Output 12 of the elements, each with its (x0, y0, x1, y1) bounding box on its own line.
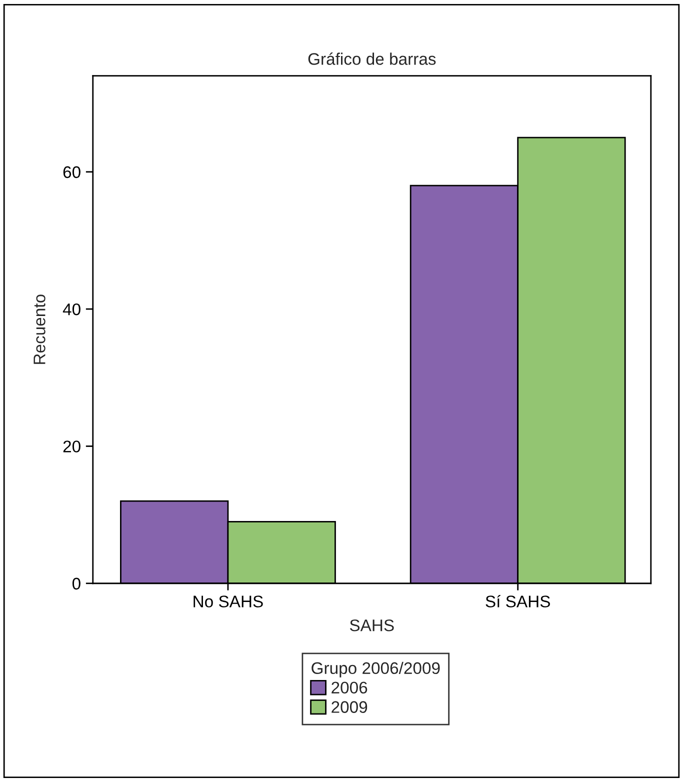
y-tick-label: 20 (63, 440, 80, 452)
y-tick-label: 60 (63, 166, 80, 178)
legend-label: 2006 (332, 682, 368, 694)
y-axis-title: Recuento (34, 294, 46, 364)
x-axis-title: SAHS (350, 619, 394, 632)
chart-title: Gráfico de barras (308, 52, 436, 65)
legend-label: 2009 (332, 701, 368, 713)
y-tick-label: 0 (72, 578, 80, 590)
x-tick-label: No SAHS (194, 596, 263, 608)
y-tick-label: 40 (62, 303, 80, 316)
legend-title: Grupo 2006/2009 (312, 662, 440, 678)
x-tick-label: Sí SAHS (486, 594, 550, 608)
